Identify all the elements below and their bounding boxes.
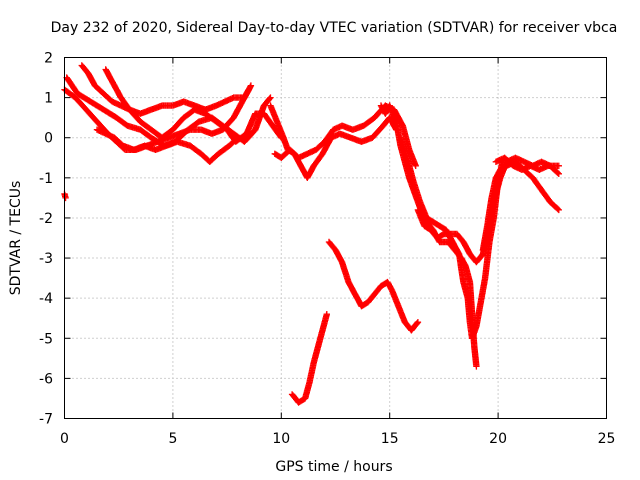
y-tick-label: 2 (44, 51, 53, 67)
x-tick-label: 20 (489, 431, 507, 447)
data-series (102, 66, 285, 145)
data-point (412, 162, 419, 169)
data-point (555, 170, 562, 177)
data-point (555, 162, 562, 169)
data-point (233, 135, 241, 142)
data-point (62, 194, 69, 202)
data-point (267, 94, 274, 101)
y-tick-label: -4 (39, 291, 53, 307)
x-axis-label: GPS time / hours (275, 459, 392, 475)
data-point (266, 95, 273, 102)
y-tick-label: 1 (44, 91, 53, 107)
data-series (271, 102, 419, 169)
chart-title: Day 232 of 2020, Sidereal Day-to-day VTE… (51, 20, 618, 36)
data-point (234, 134, 242, 141)
x-tick-label: 10 (272, 431, 290, 447)
data-series (492, 154, 562, 173)
x-tick-label: 5 (168, 431, 177, 447)
y-tick-label: -6 (39, 371, 53, 387)
y-tick-label: -5 (39, 331, 53, 347)
x-tick-label: 25 (598, 431, 616, 447)
plot-frame (64, 57, 607, 419)
data-point (323, 311, 330, 318)
data-point (554, 169, 561, 177)
data-series (288, 311, 330, 406)
tick-labels: 0 5 10 15 20 25 -7 -6 -5 -4 -3 -2 -1 0 1 2 (39, 51, 615, 448)
y-tick-label: -3 (39, 251, 53, 267)
data-series (325, 238, 422, 334)
data-point (554, 205, 561, 213)
y-tick-label: -2 (39, 211, 53, 227)
y-axis-label: SDTVAR / TECUs (8, 181, 24, 296)
y-tick-label: -1 (39, 171, 53, 187)
data-series (479, 158, 562, 254)
data-point (413, 320, 421, 327)
x-tick-label: 0 (60, 431, 69, 447)
y-tick-label: 0 (44, 131, 53, 147)
data-point (414, 319, 422, 326)
data-point (247, 82, 255, 89)
data-point (555, 206, 562, 214)
data-points (61, 62, 562, 406)
x-tick-label: 15 (381, 431, 399, 447)
y-tick-label: -7 (39, 412, 53, 428)
data-point (473, 363, 480, 370)
data-series (93, 126, 242, 165)
